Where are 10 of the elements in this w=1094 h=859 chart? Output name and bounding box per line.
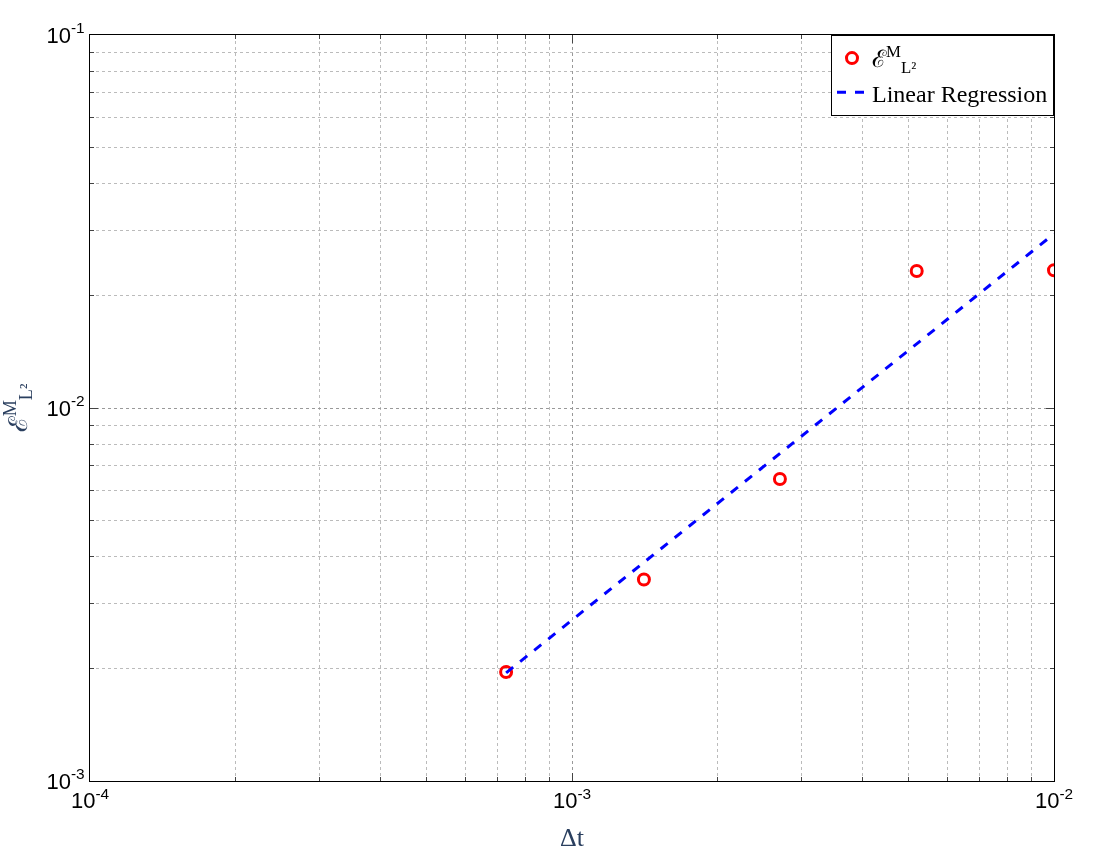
- x-axis-title: Δt: [560, 823, 585, 853]
- point: [909, 263, 924, 278]
- point: [636, 572, 651, 587]
- y-tick-label: 10$^{-2}$: [46, 392, 85, 421]
- x-tick-label: 10$^{-2}$: [1034, 785, 1074, 814]
- y-tick-label: 10$^{-1}$: [46, 19, 85, 48]
- point: [772, 472, 787, 487]
- legend-label: Linear Regression: [872, 80, 1048, 107]
- x-tick-label: 10$^{-3}$: [552, 785, 592, 814]
- point: [499, 664, 514, 679]
